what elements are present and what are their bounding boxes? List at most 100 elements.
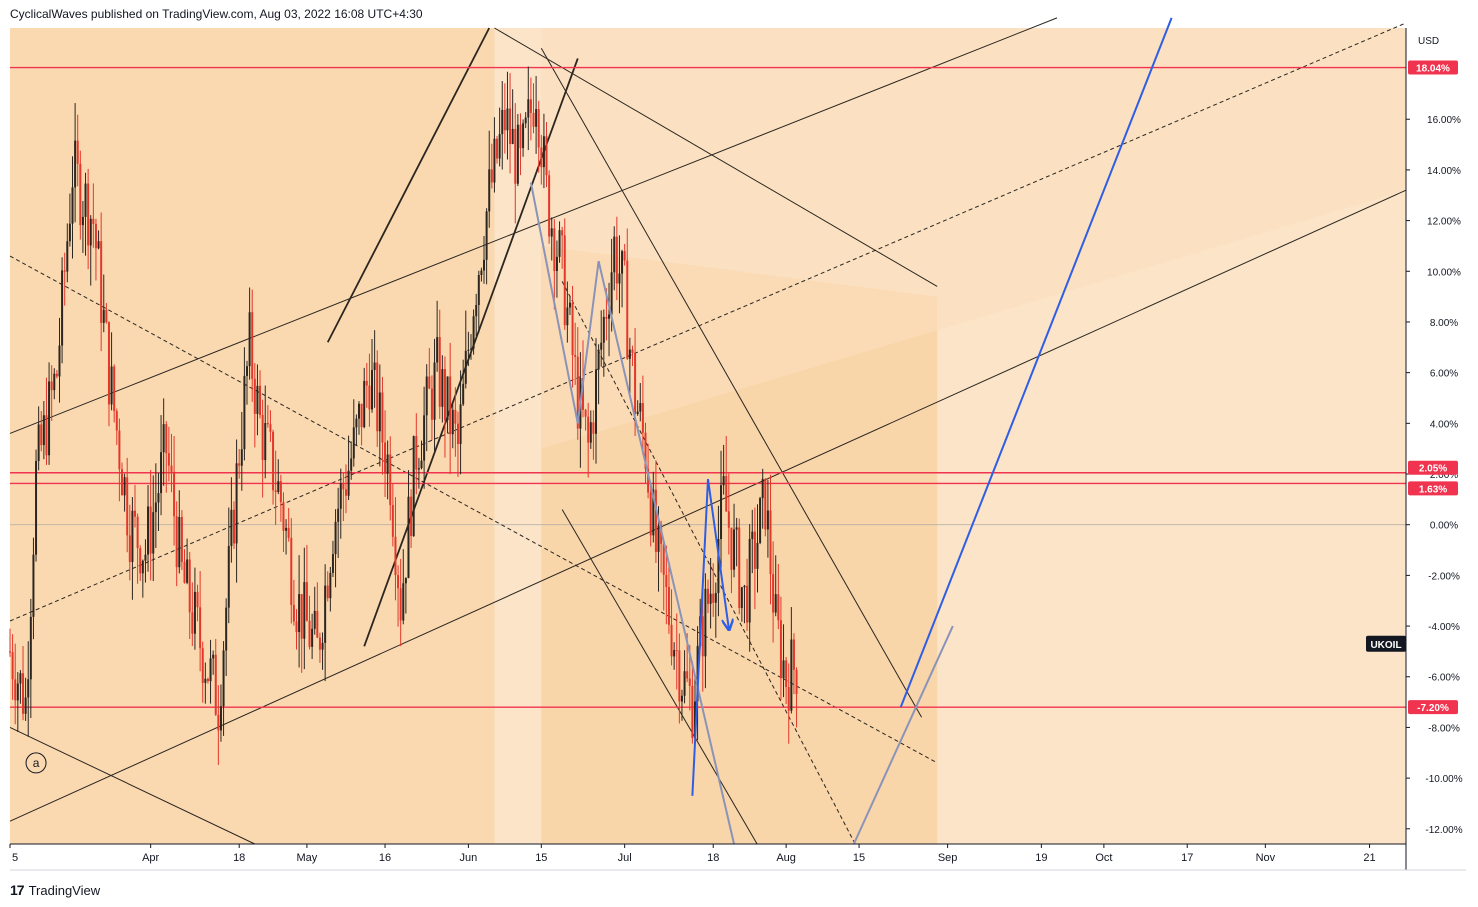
x-tick-label: Apr xyxy=(142,852,159,864)
candle-body xyxy=(772,574,775,613)
candle-body xyxy=(334,521,337,555)
y-tick-label: 16.00% xyxy=(1427,115,1461,126)
candle-body xyxy=(22,673,25,714)
candle-body xyxy=(456,423,459,444)
candle-body xyxy=(454,409,457,424)
candle-body xyxy=(438,337,441,407)
candle-body xyxy=(509,108,512,144)
candle-body xyxy=(298,594,301,633)
symbol-tag-label: UKOIL xyxy=(1370,640,1401,651)
candle-body xyxy=(618,273,621,284)
candle-body xyxy=(657,525,660,552)
candle-body xyxy=(134,510,137,517)
candle-body xyxy=(472,316,475,349)
candle-body xyxy=(264,423,267,461)
level-tag-label: 2.05% xyxy=(1419,464,1447,475)
candle-body xyxy=(787,687,790,711)
x-tick-label: May xyxy=(297,852,318,864)
candle-body xyxy=(363,380,366,428)
candle-body xyxy=(670,624,673,657)
candle-body xyxy=(378,392,381,432)
candle-body xyxy=(339,483,342,509)
candle-body xyxy=(389,454,392,506)
x-tick-label: Oct xyxy=(1095,852,1112,864)
price-axis-panel xyxy=(1406,0,1478,880)
candle-body xyxy=(326,585,329,599)
candle-body xyxy=(735,527,738,530)
candle-body xyxy=(717,539,720,593)
candle-body xyxy=(87,183,90,246)
candle-body xyxy=(188,559,191,613)
candle-body xyxy=(527,99,530,118)
candle-body xyxy=(707,588,709,604)
y-tick-label: 10.00% xyxy=(1427,267,1461,278)
level-tag xyxy=(1408,60,1458,75)
projection-paths xyxy=(529,17,1173,845)
candle-body xyxy=(186,559,189,583)
candle-body xyxy=(76,140,79,164)
candle-body xyxy=(152,512,155,554)
level-tag xyxy=(1408,481,1458,496)
candle-body xyxy=(535,109,538,127)
candle-body xyxy=(433,362,436,420)
candle-body xyxy=(94,223,97,249)
candle-body xyxy=(136,516,139,549)
candle-body xyxy=(347,470,350,496)
candle-body xyxy=(191,612,194,634)
falling-parallel-top xyxy=(540,48,923,718)
level-tag xyxy=(1408,460,1458,475)
candle-body xyxy=(415,436,418,470)
candle-body xyxy=(581,377,584,410)
candle-body xyxy=(631,349,634,354)
candle-body xyxy=(287,527,290,538)
candle-body xyxy=(673,650,676,657)
candle-body xyxy=(144,554,147,561)
candle-body xyxy=(232,509,235,544)
candle-body xyxy=(173,471,176,517)
candle-body xyxy=(410,496,413,536)
candle-body xyxy=(766,510,769,530)
candle-body xyxy=(120,469,123,496)
candle-body xyxy=(344,489,347,496)
candle-body xyxy=(373,362,376,371)
candle-body xyxy=(175,516,178,568)
x-tick-label: 15 xyxy=(853,852,865,864)
candle-body xyxy=(722,476,725,486)
candle-body xyxy=(55,373,58,377)
candle-body xyxy=(615,236,618,284)
candle-body xyxy=(107,322,110,405)
candle-body xyxy=(308,620,311,647)
candle-body xyxy=(199,607,202,649)
tradingview-footer[interactable]: 17 TradingView xyxy=(10,880,100,900)
candle-body xyxy=(118,430,121,470)
candle-body xyxy=(61,270,64,346)
falling-dashed-short xyxy=(561,281,855,842)
x-tick-label: Sep xyxy=(938,852,958,864)
candle-body xyxy=(751,531,754,539)
candle-body xyxy=(292,604,295,622)
steep-channel-upper xyxy=(326,27,491,343)
candle-body xyxy=(725,476,728,512)
candle-body xyxy=(128,535,131,563)
shaded-zone-left xyxy=(10,28,495,844)
candle-body xyxy=(636,411,639,414)
candle-body xyxy=(404,577,407,584)
candle-body xyxy=(92,218,95,224)
candle-body xyxy=(79,163,82,226)
y-tick-label: 6.00% xyxy=(1430,369,1458,380)
candle-body xyxy=(285,527,288,531)
y-tick-label: -10.00% xyxy=(1425,774,1462,785)
candle-body xyxy=(550,228,553,237)
candle-body xyxy=(511,128,514,144)
candle-body xyxy=(790,639,793,711)
x-tick-label: Jun xyxy=(460,852,478,864)
candle-body xyxy=(170,465,173,472)
candle-body xyxy=(32,554,35,617)
candle-body xyxy=(105,309,108,323)
candle-body xyxy=(165,424,168,454)
candle-body xyxy=(469,348,472,350)
candle-body xyxy=(769,510,772,575)
candle-body xyxy=(391,505,394,537)
candle-body xyxy=(746,585,749,623)
